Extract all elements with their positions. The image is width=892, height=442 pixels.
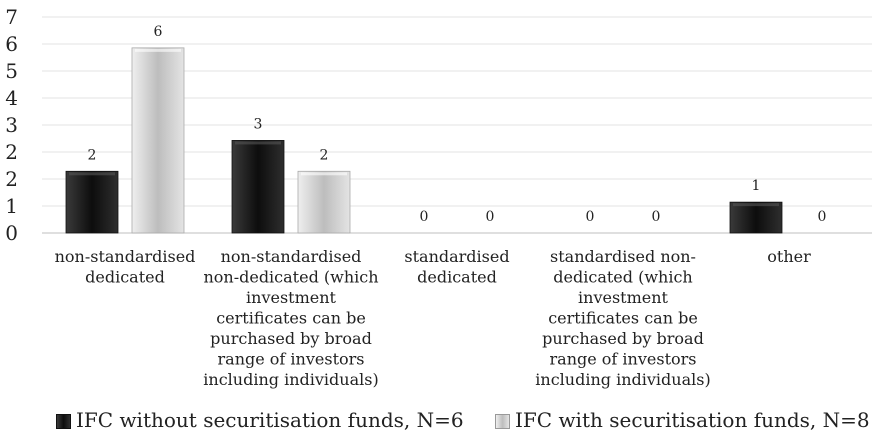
x-tick-label-line: investment xyxy=(246,288,337,307)
legend-label-series-2: IFC with securitisation funds, N=8 xyxy=(515,408,870,432)
x-tick-label-line: investment xyxy=(578,288,669,307)
x-tick-label-line: including individuals) xyxy=(535,370,710,389)
data-label: 0 xyxy=(818,209,827,225)
data-label: 2 xyxy=(88,147,97,163)
bar-bevel xyxy=(69,172,115,176)
bar-bevel xyxy=(235,141,281,145)
bar-bevel xyxy=(733,203,779,207)
x-tick-label-line: certificates can be xyxy=(548,309,698,328)
x-axis: non-standardised dedicatednon-standardise… xyxy=(55,247,812,389)
y-axis: 0 1 2 2 3 4 5 6 7 xyxy=(5,5,18,245)
x-tick-label: standardised dedicated xyxy=(404,247,509,287)
data-label: 2 xyxy=(320,147,329,163)
data-label: 3 xyxy=(254,116,263,132)
y-tick-label: 4 xyxy=(5,86,18,110)
x-tick-label: non-standardised dedicated xyxy=(55,247,196,287)
x-tick-label-line: standardised xyxy=(404,247,509,266)
x-tick-label-line: dedicated xyxy=(417,268,497,287)
legend-item-series-2: IFC with securitisation funds, N=8 xyxy=(495,408,870,432)
data-label: 1 xyxy=(752,178,761,194)
x-tick-label-line: purchased by broad xyxy=(542,329,704,348)
data-label: 0 xyxy=(420,209,429,225)
legend-swatch-light xyxy=(495,414,510,429)
y-tick-label: 1 xyxy=(5,194,18,218)
x-tick-label-line: non-dedicated (which xyxy=(203,268,378,287)
x-tick-label-line: certificates can be xyxy=(216,309,366,328)
data-label: 0 xyxy=(586,209,595,225)
x-tick-label: other xyxy=(767,247,811,266)
legend-label-series-1: IFC without securitisation funds, N=6 xyxy=(76,408,464,432)
x-tick-label-line: non-standardised xyxy=(221,247,362,266)
y-tick-label: 3 xyxy=(5,113,18,137)
legend: IFC without securitisation funds, N=6 IF… xyxy=(0,408,892,438)
x-tick-label-line: including individuals) xyxy=(203,370,378,389)
bar-bevel xyxy=(135,48,181,52)
x-tick-label-line: standardised non- xyxy=(550,247,696,266)
bar-series-1 xyxy=(729,201,783,234)
data-label: 6 xyxy=(154,24,163,40)
x-tick-label-line: purchased by broad xyxy=(210,329,372,348)
y-tick-label: 2 xyxy=(5,167,18,191)
bar-series-1 xyxy=(231,140,285,234)
data-labels: 2 6 3 2 0 0 0 0 1 0 xyxy=(88,24,827,225)
x-tick-label-line: other xyxy=(767,247,811,266)
x-tick-label-line: range of investors xyxy=(550,350,697,369)
x-tick-label-line: non-standardised xyxy=(55,247,196,266)
legend-item-series-1: IFC without securitisation funds, N=6 xyxy=(56,408,464,432)
x-tick-label: standardised non-dedicated (which investm… xyxy=(535,247,710,389)
x-tick-label: non-standardised non-dedicated (which inve… xyxy=(203,247,378,389)
bar-bevel xyxy=(301,172,347,176)
legend-swatch-dark xyxy=(56,414,71,429)
bars xyxy=(65,47,783,234)
data-label: 0 xyxy=(652,209,661,225)
x-tick-label-line: range of investors xyxy=(218,350,365,369)
x-tick-label-line: dedicated (which xyxy=(553,268,692,287)
y-tick-label: 2 xyxy=(5,140,18,164)
y-tick-label: 7 xyxy=(5,5,18,29)
y-tick-label: 5 xyxy=(5,59,18,83)
x-tick-label-line: dedicated xyxy=(85,268,165,287)
bar-series-1 xyxy=(65,170,119,234)
bar-series-2 xyxy=(297,170,351,234)
y-tick-label: 0 xyxy=(5,221,18,245)
y-tick-label: 6 xyxy=(5,32,18,56)
data-label: 0 xyxy=(486,209,495,225)
bar-series-2 xyxy=(131,47,185,234)
